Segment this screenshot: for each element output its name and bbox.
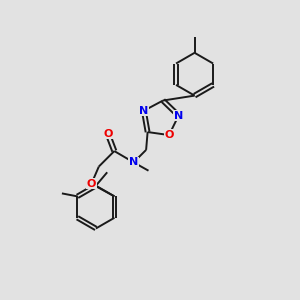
Text: O: O	[164, 130, 174, 140]
Text: O: O	[87, 179, 96, 189]
Text: N: N	[174, 111, 183, 121]
Text: N: N	[129, 158, 138, 167]
Text: N: N	[139, 106, 148, 116]
Text: O: O	[103, 129, 112, 139]
